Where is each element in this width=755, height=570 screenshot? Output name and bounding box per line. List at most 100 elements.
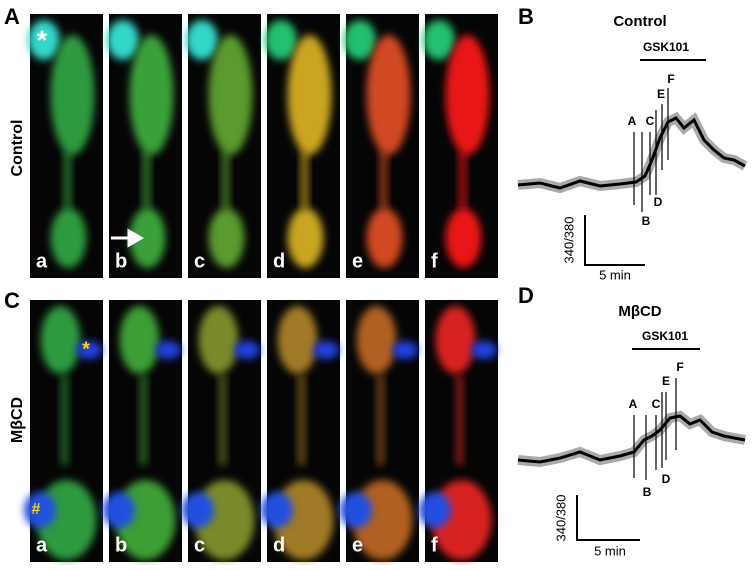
cell-blob <box>24 492 56 528</box>
cell-blob <box>423 20 455 60</box>
panel-letter: D <box>518 283 534 308</box>
cell-body <box>50 208 87 268</box>
cell-neck <box>458 150 467 210</box>
trace-panel: D MβCD GSK101 A B C D E F 340/380 5 min <box>517 283 746 558</box>
cell-body <box>356 306 397 374</box>
row-label: MβCD <box>9 397 26 443</box>
trace-title: Control <box>613 13 666 30</box>
time-marker: C <box>646 114 655 128</box>
frame-label: c <box>194 250 205 272</box>
time-marker: A <box>629 397 638 411</box>
cell-body <box>287 208 324 268</box>
image-cell: a <box>28 14 103 278</box>
cell-blob <box>28 20 60 60</box>
time-marker: E <box>657 87 665 101</box>
cell-blob <box>344 20 376 60</box>
frame-label: c <box>194 534 205 556</box>
trace-panel: B Control GSK101 A B C D E F 340/380 5 m… <box>517 4 748 282</box>
cell-blob <box>76 341 102 359</box>
frame-label: f <box>431 250 438 272</box>
cell-marker: * <box>37 24 48 55</box>
image-cell: f <box>419 300 498 562</box>
frame-label: a <box>36 534 48 556</box>
time-lines <box>633 88 669 212</box>
scale-label: 5 min <box>594 543 626 558</box>
trace-error <box>517 111 748 194</box>
panel-letter: B <box>518 4 534 29</box>
cell-neck <box>221 150 230 210</box>
cell-body <box>366 208 403 268</box>
scale-bar <box>576 495 640 541</box>
image-cell: d <box>261 300 340 562</box>
time-lines <box>633 378 677 480</box>
cell-blob <box>265 20 297 60</box>
cell-blob <box>419 492 451 528</box>
arrow <box>111 228 144 248</box>
cell-neck <box>297 375 306 465</box>
cell-blob <box>392 341 418 359</box>
cell-body <box>208 35 253 155</box>
frame-label: f <box>431 534 438 556</box>
row-label: Control <box>9 120 26 177</box>
cell-blob <box>234 341 260 359</box>
cell-body <box>277 306 318 374</box>
cell-neck <box>63 150 72 210</box>
frame-label: d <box>273 534 285 556</box>
cell-blob <box>261 492 293 528</box>
stimulus-label: GSK101 <box>642 329 688 343</box>
cell-neck <box>379 150 388 210</box>
cell-body <box>208 208 245 268</box>
time-marker: E <box>662 374 670 388</box>
trace-error <box>517 410 746 468</box>
frame-label: e <box>352 250 363 272</box>
cell-body <box>198 306 239 374</box>
time-marker: D <box>654 195 663 209</box>
time-marker: C <box>652 397 661 411</box>
image-cell: c <box>186 14 261 278</box>
cell-marker: # <box>32 501 41 518</box>
stimulus-label: GSK101 <box>643 40 689 54</box>
cell-blob <box>182 492 214 528</box>
time-marker: F <box>676 360 683 374</box>
cell-neck <box>142 150 151 210</box>
cell-blob <box>340 492 372 528</box>
cell-neck <box>300 150 309 210</box>
scale-bar <box>584 215 645 266</box>
trace <box>517 116 746 190</box>
cell-body <box>445 208 482 268</box>
time-marker: D <box>662 472 671 486</box>
trace-title: MβCD <box>618 303 661 320</box>
cell-body <box>366 35 411 155</box>
cell-body <box>40 306 81 374</box>
cell-neck <box>455 375 464 465</box>
time-marker: F <box>667 72 674 86</box>
scale-label: 340/380 <box>553 495 568 542</box>
cell-neck <box>60 375 69 465</box>
cell-blob <box>107 20 139 60</box>
cell-neck <box>139 375 148 465</box>
cell-blob <box>471 341 497 359</box>
cell-marker: * <box>82 338 90 360</box>
scale-label: 340/380 <box>561 217 576 264</box>
frame-label: e <box>352 534 363 556</box>
image-panels: a a b b c c d d e e f f <box>24 14 498 562</box>
cell-neck <box>376 375 385 465</box>
panel-letter: A <box>4 4 20 29</box>
panel-letter: C <box>4 288 20 313</box>
frame-label: b <box>115 250 127 272</box>
frame-label: a <box>36 250 48 272</box>
cell-blob <box>103 492 135 528</box>
image-cell: e <box>340 300 419 562</box>
cell-body <box>129 35 174 155</box>
cell-blob <box>313 341 339 359</box>
cell-neck <box>218 375 227 465</box>
image-cell: b <box>107 14 182 278</box>
image-cell: f <box>423 14 498 278</box>
image-cell: b <box>103 300 182 562</box>
image-cell: a <box>24 300 103 562</box>
cell-blob <box>155 341 181 359</box>
cell-body <box>50 35 95 155</box>
time-marker: B <box>643 485 652 499</box>
cell-blob <box>186 20 218 60</box>
